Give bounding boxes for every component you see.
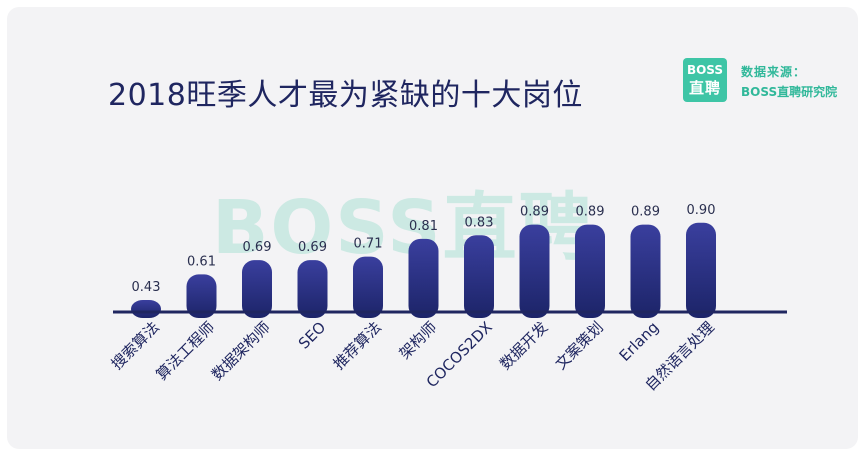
bar-value-label: 0.89 (520, 205, 549, 220)
bar (686, 222, 716, 318)
bar-value-label: 0.90 (687, 203, 716, 218)
x-tick-label: Erlang (616, 318, 663, 365)
x-tick-label: 推荐算法 (330, 318, 385, 373)
x-tick-label: 算法工程师 (153, 318, 219, 384)
x-tick-label: 架构师 (396, 318, 441, 363)
bar (353, 256, 383, 318)
bar (131, 300, 161, 318)
source-name: BOSS直聘研究院 (741, 85, 838, 99)
boss-logo: BOSS 直聘 (683, 58, 727, 102)
bar (464, 235, 494, 318)
x-tick-label: 文案策划 (552, 318, 607, 373)
bar-value-label: 0.89 (576, 205, 605, 220)
source-label: 数据来源： (741, 65, 807, 79)
logo-text-line1: BOSS (686, 63, 724, 77)
bar-value-label: 0.61 (187, 254, 216, 269)
bar (575, 224, 605, 318)
bar-value-label: 0.89 (631, 205, 660, 220)
bar-value-label: 0.81 (409, 219, 438, 234)
bar-value-label: 0.43 (132, 280, 161, 295)
bar-value-label: 0.71 (354, 237, 383, 252)
bar (408, 238, 439, 318)
bar (297, 260, 328, 318)
bar-value-label: 0.83 (465, 215, 494, 230)
logo-text-line2: 直聘 (688, 79, 721, 97)
bar (630, 224, 661, 318)
x-tick-label: 搜索算法 (108, 318, 163, 373)
bar (186, 274, 217, 318)
chart-title: 2018旺季人才最为紧缺的十大岗位 (108, 78, 583, 113)
bar (242, 260, 272, 318)
bar-value-label: 0.69 (243, 240, 272, 255)
bar (519, 224, 550, 318)
x-tick-label: 数据开发 (496, 318, 551, 373)
bar-value-label: 0.69 (298, 240, 327, 255)
x-tick-label: 数据架构师 (208, 318, 274, 384)
x-tick-label: SEO (295, 318, 330, 353)
